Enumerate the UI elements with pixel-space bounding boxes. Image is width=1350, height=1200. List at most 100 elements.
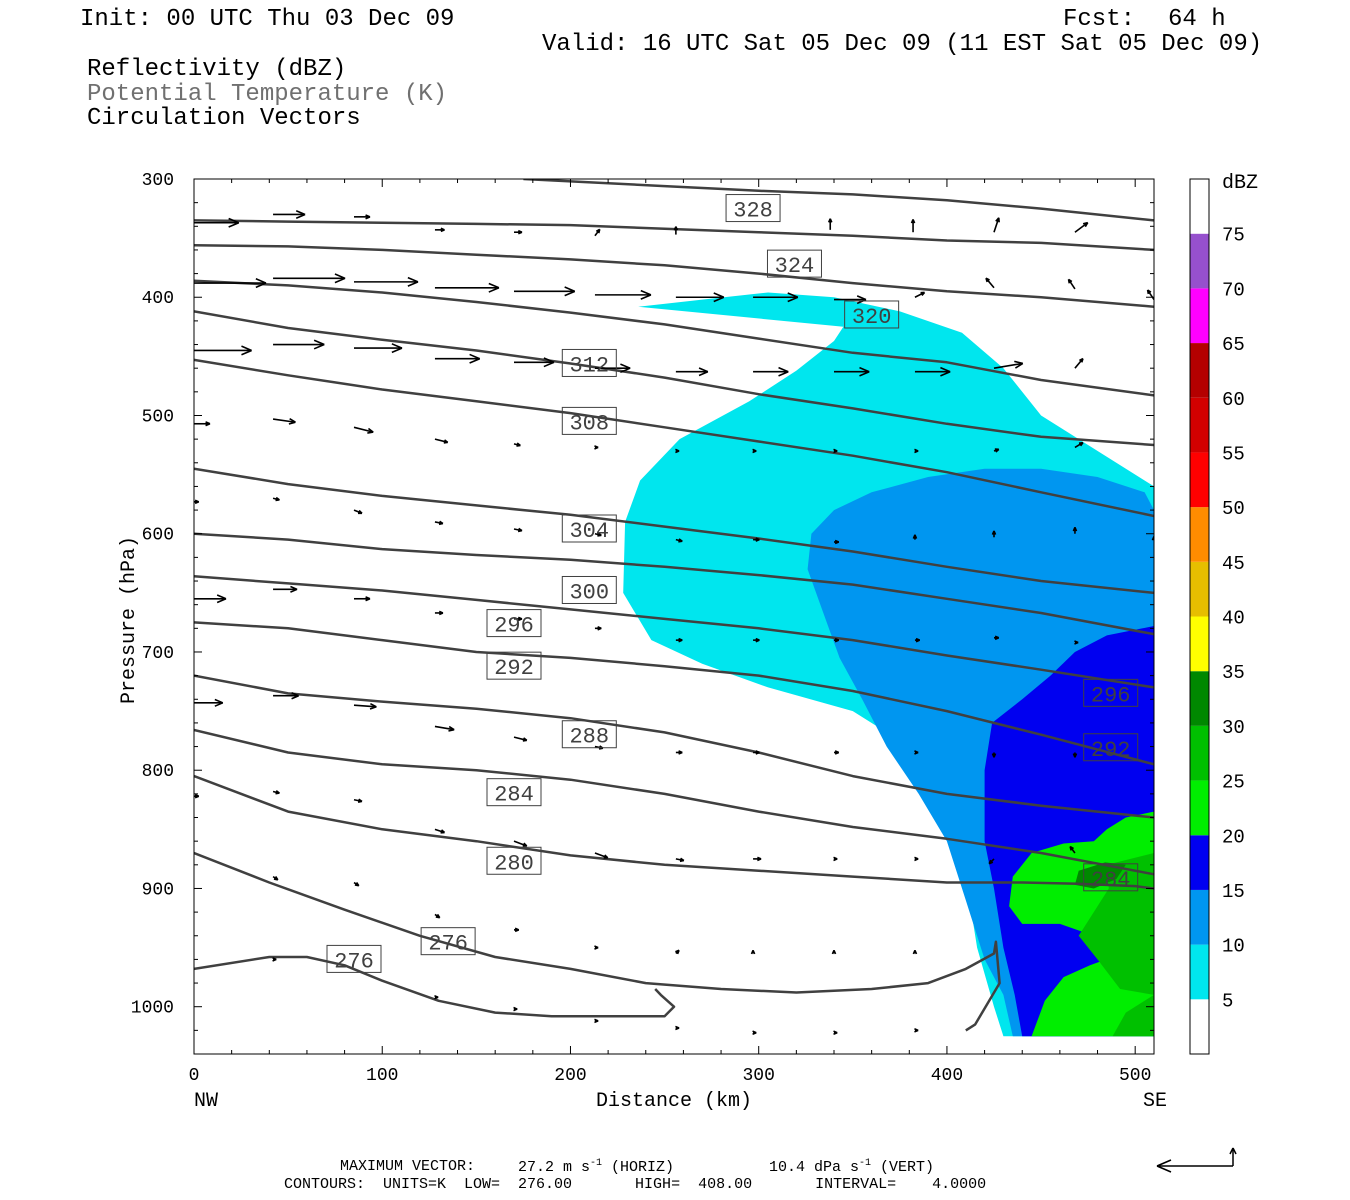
circulation-vector: [753, 292, 799, 303]
circulation-vector: [434, 610, 444, 616]
colorbar-label: 55: [1222, 443, 1245, 465]
circulation-vector: [434, 438, 449, 444]
circulation-vector: [1072, 527, 1078, 534]
colorbar-swatch: [1190, 889, 1209, 945]
x-tick-label: 300: [743, 1066, 775, 1086]
contour-label-box: [486, 651, 542, 680]
circulation-vector: [910, 219, 916, 233]
forecast-hour-label: Fcst:: [1063, 6, 1136, 33]
circulation-vector: [752, 448, 757, 454]
circulation-vector: [993, 217, 1000, 233]
contour-label-box: [561, 575, 617, 604]
contour-label: 308: [569, 411, 609, 436]
circulation-vector: [434, 227, 445, 233]
y-tick-label: 1000: [131, 999, 174, 1019]
circulation-vector: [833, 1030, 838, 1036]
circulation-vector: [1067, 278, 1076, 290]
x-tick-label: 0: [189, 1066, 200, 1086]
theta-contour: [194, 955, 676, 1018]
plot-frame: [193, 178, 1155, 1055]
circulation-vector: [833, 856, 838, 862]
circulation-vector: [834, 366, 870, 377]
x-tick-label: 500: [1119, 1066, 1151, 1086]
colorbar-swatch: [1190, 288, 1209, 344]
contour-label: 296: [494, 614, 534, 639]
contour-label: 292: [1091, 738, 1131, 763]
contour-label: 328: [733, 199, 773, 224]
contour-label-box: [1083, 733, 1139, 762]
contour-label-box: [486, 609, 542, 638]
circulation-vector: [988, 858, 995, 865]
circulation-vector: [834, 637, 840, 643]
theta-contour: [194, 279, 1154, 397]
circulation-vector: [272, 496, 280, 502]
contours-info: CONTOURS: UNITS=K LOW= 276.00 HIGH= 408.…: [284, 1176, 987, 1193]
circulation-vector: [273, 585, 298, 593]
reflectivity-region: [1078, 853, 1154, 1037]
colorbar-swatch: [1190, 671, 1209, 726]
circulation-vector: [273, 209, 306, 219]
contour-label-box: [725, 194, 781, 223]
circulation-vector: [272, 418, 296, 425]
contour-label-box: [420, 927, 476, 956]
circulation-vector: [434, 913, 441, 919]
circulation-vector: [753, 537, 760, 542]
colorbar-label: 15: [1222, 881, 1245, 903]
circulation-vector: [434, 353, 481, 364]
contour-label-box: [326, 944, 382, 973]
circulation-vector: [994, 635, 1000, 641]
theta-contour: [194, 851, 1001, 1032]
max-vector-horiz-value: 27.2 m s: [518, 1159, 591, 1176]
circulation-vector: [834, 539, 840, 545]
circulation-vector: [513, 736, 528, 742]
circulation-vector: [513, 527, 523, 533]
colorbar-title: dBZ: [1222, 172, 1258, 195]
colorbar-swatch: [1190, 452, 1209, 508]
max-vector-label: MAXIMUM VECTOR:: [340, 1158, 476, 1175]
circulation-vector: [753, 750, 760, 755]
circulation-vector: [194, 698, 224, 707]
circulation-vector: [194, 345, 252, 356]
colorbar-swatch: [1190, 233, 1209, 289]
contour-label-box: [561, 348, 617, 377]
contour-label-box: [561, 720, 617, 749]
circulation-vector: [914, 750, 919, 755]
nw-label: NW: [194, 1090, 218, 1113]
circulation-vector: [675, 857, 685, 863]
contour-label-box: [1083, 863, 1139, 892]
colorbar-swatch: [1190, 561, 1209, 617]
circulation-vector: [514, 229, 523, 235]
circulation-vector: [750, 949, 756, 955]
circulation-vector: [354, 596, 371, 602]
colorbar-label: 75: [1222, 225, 1245, 247]
circulation-vector: [513, 840, 528, 847]
circulation-vector: [434, 520, 444, 526]
theta-contour: [194, 219, 1154, 252]
circulation-vector: [354, 276, 419, 287]
contour-label: 324: [775, 254, 815, 279]
circulation-vector: [194, 793, 200, 799]
circulation-vector: [354, 343, 403, 354]
circulation-vector: [1074, 357, 1084, 369]
contour-label: 284: [494, 783, 534, 808]
colorbar-label: 20: [1222, 826, 1245, 848]
circulation-vector: [914, 637, 921, 643]
circulation-vector: [914, 1028, 919, 1033]
circulation-vector: [993, 360, 1024, 369]
colorbar-label: 60: [1222, 389, 1245, 411]
colorbar-label: 45: [1222, 553, 1245, 575]
circulation-vector: [594, 626, 602, 631]
horiz-tag: (HORIZ): [611, 1159, 675, 1176]
circulation-vector: [514, 927, 520, 933]
theta-contour: [523, 179, 1154, 222]
circulation-vector: [993, 448, 1000, 453]
circulation-vector: [675, 637, 683, 643]
circulation-vector: [194, 421, 211, 427]
circulation-vector: [594, 852, 609, 859]
theta-contour: [194, 774, 1154, 890]
contour-label: 288: [569, 725, 609, 750]
circulation-vector: [434, 994, 439, 1000]
x-tick-label: 400: [931, 1066, 963, 1086]
contour-label: 280: [494, 851, 534, 876]
circulation-vector: [273, 339, 325, 350]
